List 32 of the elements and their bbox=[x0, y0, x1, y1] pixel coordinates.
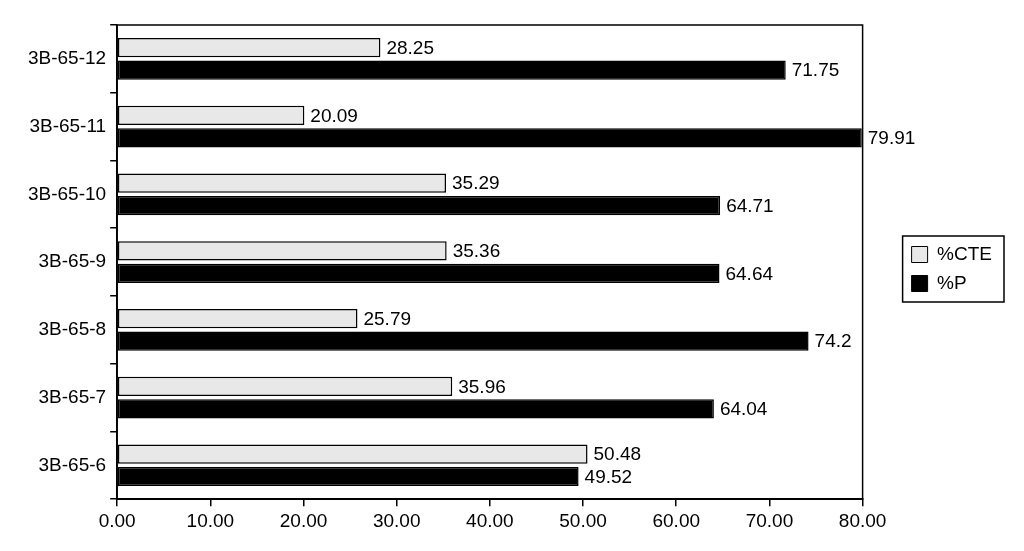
data-label: 50.48 bbox=[593, 443, 642, 465]
x-tick-label: 40.00 bbox=[466, 509, 514, 531]
data-label: 35.36 bbox=[452, 240, 501, 262]
data-label: 74.2 bbox=[814, 330, 852, 352]
data-label: 28.25 bbox=[386, 36, 434, 58]
x-tick-label: 50.00 bbox=[559, 509, 607, 531]
data-label: 71.75 bbox=[791, 59, 840, 81]
y-tick-label: 3B-65-11 bbox=[29, 114, 107, 136]
data-label: 35.96 bbox=[458, 375, 506, 397]
y-tick-label: 3B-65-8 bbox=[38, 318, 107, 340]
x-tick-label: 60.00 bbox=[652, 509, 701, 531]
y-tick-label: 3B-65-6 bbox=[38, 453, 107, 475]
data-label: 25.79 bbox=[363, 307, 412, 329]
y-tick-label: 3B-65-7 bbox=[38, 385, 107, 407]
data-label: 20.09 bbox=[310, 104, 358, 126]
x-tick-label: 0.00 bbox=[98, 509, 136, 531]
data-label: 64.71 bbox=[726, 194, 774, 216]
x-tick-label: 30.00 bbox=[372, 509, 421, 531]
y-tick-label: 3B-65-9 bbox=[38, 250, 107, 272]
x-tick-label: 80.00 bbox=[838, 509, 887, 531]
legend-label: %P bbox=[937, 271, 967, 293]
data-label: 49.52 bbox=[584, 465, 633, 487]
data-label: 64.64 bbox=[725, 262, 774, 284]
data-label: 35.29 bbox=[452, 172, 500, 194]
data-label: 64.04 bbox=[719, 398, 768, 419]
y-tick-label: 3B-65-10 bbox=[27, 182, 107, 204]
legend-label: %CTE bbox=[937, 242, 993, 264]
data-label: 79.91 bbox=[867, 127, 916, 149]
x-tick-label: 70.00 bbox=[745, 509, 794, 531]
y-tick-label: 3B-65-12 bbox=[27, 47, 107, 69]
x-tick-label: 20.00 bbox=[279, 509, 328, 531]
x-tick-label: 10.00 bbox=[186, 509, 235, 531]
